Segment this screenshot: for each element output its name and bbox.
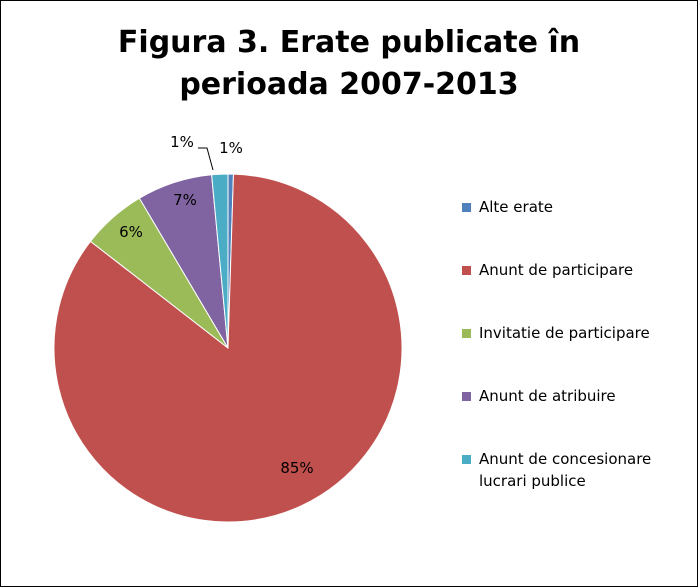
pie-slices	[53, 173, 403, 523]
legend-swatch-5	[462, 455, 471, 464]
legend-swatch-1	[462, 203, 471, 212]
legend-label-5-line-2: lucrari publice	[479, 472, 586, 490]
legend-item-1: Alte erate	[462, 196, 694, 218]
legend-swatch-4	[462, 392, 471, 401]
chart-title: Figura 3. Erate publicate în perioada 20…	[0, 22, 698, 106]
legend-item-3: Invitatie de participare	[462, 322, 694, 344]
legend-swatch-3	[462, 329, 471, 338]
legend-label-5-line-1: Anunt de concesionare	[479, 450, 652, 468]
data-label-2: 85%	[280, 459, 313, 477]
data-label-1: 1%	[219, 139, 243, 157]
legend-item-5: Anunt de concesionare lucrari publice	[462, 448, 694, 492]
legend-item-4: Anunt de atribuire	[462, 385, 694, 407]
legend-label-1: Alte erate	[479, 198, 554, 216]
data-label-3: 6%	[119, 223, 143, 241]
data-label-4: 7%	[173, 191, 197, 209]
legend-swatch-2	[462, 266, 471, 275]
legend-label-4: Anunt de atribuire	[479, 387, 616, 405]
legend-label-3: Invitatie de participare	[479, 324, 650, 342]
pie-slice-5	[211, 173, 229, 349]
leader-line	[198, 147, 214, 171]
chart-title-line-2: perioada 2007-2013	[179, 67, 519, 102]
legend-item-2: Anunt de participare	[462, 259, 694, 281]
pie-data-labels: 1% 85% 6% 7% 1%	[119, 133, 314, 477]
legend-label-2: Anunt de participare	[479, 261, 634, 279]
chart-title-line-1: Figura 3. Erate publicate în	[117, 25, 581, 60]
data-label-5: 1%	[170, 133, 194, 151]
